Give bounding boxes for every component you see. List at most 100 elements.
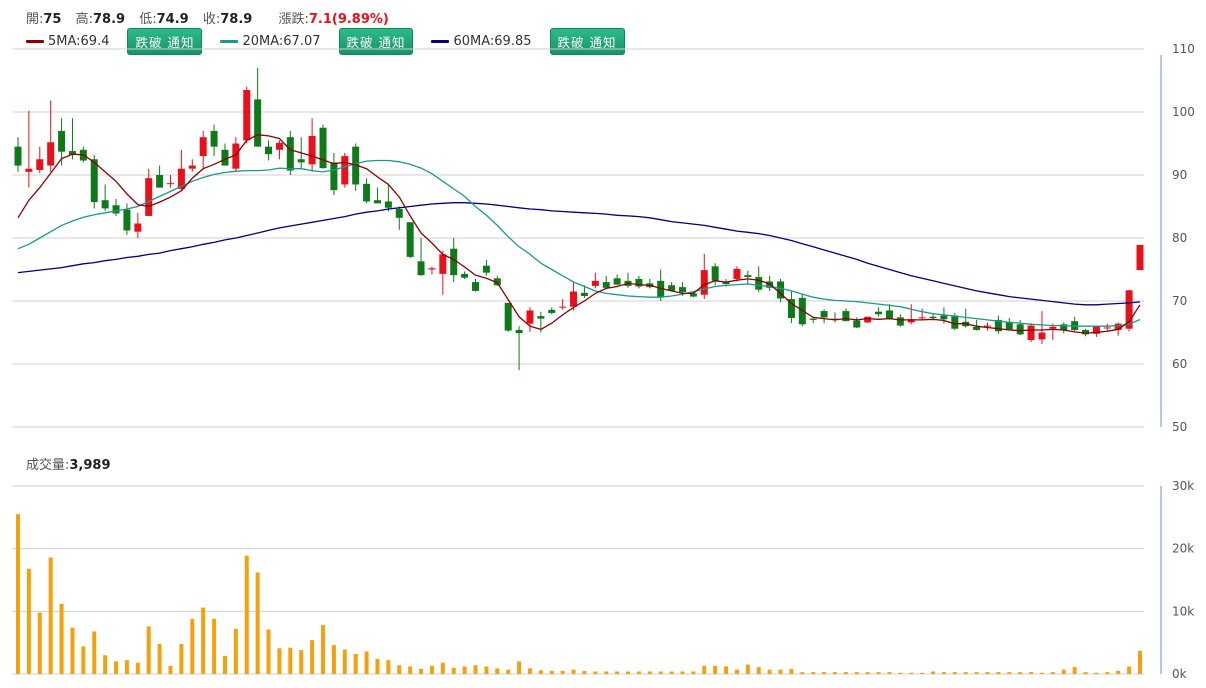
ma20-line: [17, 159, 1141, 327]
candle-body: [602, 282, 610, 288]
candle-body: [722, 282, 730, 284]
candle-body: [450, 248, 458, 276]
volume-tick-label: 10k: [1172, 604, 1194, 618]
candle-up: [341, 152, 349, 188]
volume-summary: 成交量:3,989: [26, 454, 111, 473]
high-value: 78.9: [93, 12, 126, 27]
volume-bar: [931, 671, 936, 674]
volume-bar: [375, 658, 380, 674]
candle-body: [373, 200, 381, 204]
volume-bar: [353, 653, 358, 674]
volume-bar: [92, 631, 97, 674]
volume-bar: [898, 672, 903, 674]
volume-bar: [941, 672, 946, 674]
volume-bar: [887, 672, 892, 674]
volume-bar: [778, 669, 783, 674]
candle-down: [657, 269, 665, 301]
candle-down: [112, 198, 120, 216]
candle-body: [885, 310, 893, 319]
candle-up: [167, 175, 175, 188]
volume-bar: [37, 612, 42, 674]
ma20-text: 20MA:67.07: [242, 33, 321, 49]
volume-bar: [1029, 672, 1034, 674]
candle-body: [221, 149, 229, 166]
candle-down: [221, 143, 229, 166]
candle-body: [809, 318, 817, 320]
candle-body: [875, 311, 883, 315]
volume-bar: [800, 672, 805, 674]
candle-up: [25, 110, 33, 188]
candle-body: [755, 277, 763, 290]
candle-body: [1092, 326, 1100, 334]
candle-body: [1082, 329, 1090, 335]
ohlc-summary: 開:75 高:78.9 低:74.9 收:78.9 漲跌:7.1(9.89%): [26, 8, 389, 27]
volume-bar: [680, 671, 685, 674]
volume-bar: [626, 671, 631, 674]
price-tick-label: 90: [1172, 168, 1187, 182]
volume-bar: [288, 647, 293, 674]
candle-body: [58, 130, 66, 152]
volume-bar: [190, 618, 195, 674]
candle-down: [384, 184, 392, 212]
candle-body: [787, 299, 795, 319]
ma20-alert-button[interactable]: 跌破 通知: [338, 27, 414, 55]
volume-bar: [538, 670, 543, 674]
candle-body: [570, 291, 578, 307]
candle-body: [134, 223, 142, 232]
volume-bar: [756, 667, 761, 674]
candle-up: [177, 149, 185, 191]
candle-body: [286, 137, 294, 171]
candle-body: [689, 293, 697, 297]
candle-down: [875, 307, 883, 317]
candle-down: [1071, 316, 1079, 332]
candle-body: [1136, 244, 1144, 271]
volume-bar: [1105, 672, 1110, 674]
candle-body: [907, 319, 915, 323]
volume-value: 3,989: [69, 458, 111, 473]
candle-body: [395, 209, 403, 218]
candle-body: [700, 270, 708, 295]
candle-up: [145, 168, 153, 216]
candle-body: [635, 278, 643, 287]
candle-down: [548, 307, 556, 315]
candle-body: [319, 127, 327, 169]
volume-bars: [16, 514, 1142, 674]
volume-bar: [1072, 667, 1077, 674]
candle-down: [755, 266, 763, 293]
candle-body: [275, 142, 283, 150]
candle-down: [90, 154, 98, 209]
candle-body: [918, 317, 926, 319]
volume-bar: [843, 672, 848, 674]
candle-down: [994, 315, 1002, 334]
low-value: 74.9: [156, 12, 189, 27]
candle-down: [613, 274, 621, 286]
candle-body: [417, 261, 425, 276]
candle-down: [286, 130, 294, 175]
candle-body: [156, 175, 164, 188]
volume-tick-label: 20k: [1172, 542, 1194, 556]
candle-body: [14, 146, 22, 166]
candle-down: [156, 165, 164, 188]
candle-down: [624, 272, 632, 288]
candle-down: [254, 67, 262, 147]
volume-bar: [135, 662, 140, 674]
candle-down: [493, 275, 501, 286]
ma60-alert-button[interactable]: 跌破 通知: [549, 27, 625, 55]
candle-up: [700, 253, 708, 300]
candle-body: [983, 325, 991, 327]
candle-body: [820, 311, 828, 318]
candle-body: [384, 201, 392, 208]
volume-bar: [124, 660, 129, 674]
candle-body: [25, 168, 33, 172]
candle-body: [1016, 324, 1024, 335]
candle-body: [123, 209, 131, 231]
volume-bar: [1138, 650, 1142, 674]
volume-bar: [734, 669, 739, 674]
ma60-legend: 60MA:69.85: [431, 34, 549, 49]
candle-body: [188, 165, 196, 169]
ma5-alert-button[interactable]: 跌破 通知: [127, 27, 203, 55]
high-label: 高:: [75, 12, 94, 27]
candle-body: [1038, 332, 1046, 340]
candle-body: [297, 159, 305, 163]
